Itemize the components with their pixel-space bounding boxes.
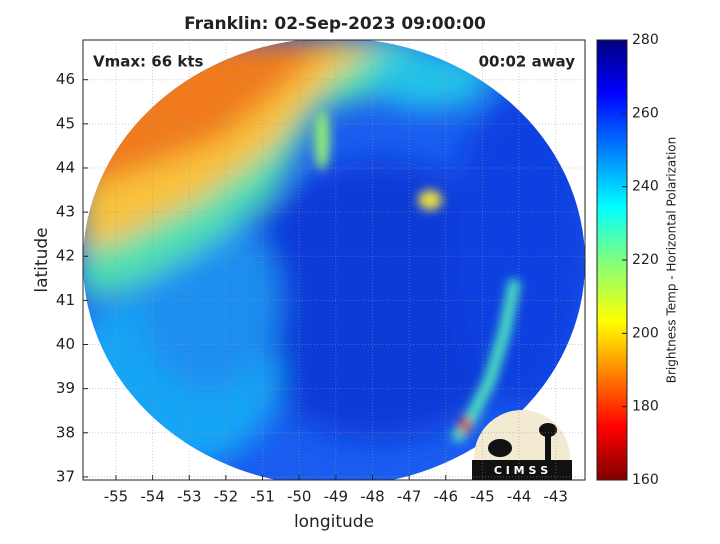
logo-text: C I M S S bbox=[494, 464, 548, 477]
colorbar-tick-label: 180 bbox=[632, 399, 659, 415]
y-tick-label: 43 bbox=[56, 203, 75, 221]
colorbar-label: Brightness Temp - Horizontal Polarizatio… bbox=[665, 137, 679, 384]
x-tick-label: -46 bbox=[434, 488, 459, 506]
colorbar-tick-label: 220 bbox=[632, 252, 659, 268]
annotation-right: 00:02 away bbox=[479, 53, 576, 71]
plot-frame bbox=[82, 39, 586, 481]
cimss-logo: C I M S S bbox=[472, 410, 572, 480]
x-axis-label: longitude bbox=[294, 512, 374, 532]
y-tick-label: 40 bbox=[56, 335, 75, 353]
x-tick-label: -53 bbox=[177, 488, 202, 506]
x-tick-label: -54 bbox=[140, 488, 165, 506]
x-tick-label: -49 bbox=[324, 488, 349, 506]
annotation-left: Vmax: 66 kts bbox=[93, 53, 203, 71]
x-tick-label: -55 bbox=[104, 488, 129, 506]
y-tick-label: 38 bbox=[56, 423, 75, 441]
y-tick-label: 37 bbox=[56, 467, 75, 485]
x-tick-label: -51 bbox=[250, 488, 275, 506]
y-tick-label: 46 bbox=[56, 70, 75, 88]
x-tick-label: -45 bbox=[470, 488, 495, 506]
y-tick-label: 42 bbox=[56, 247, 75, 265]
colorbar-tick-label: 240 bbox=[632, 179, 659, 195]
title: Franklin: 02-Sep-2023 09:00:00 bbox=[184, 14, 486, 34]
colorbar-tick-label: 160 bbox=[632, 472, 659, 488]
x-tick-label: -50 bbox=[287, 488, 312, 506]
x-tick-label: -48 bbox=[360, 488, 385, 506]
imagery bbox=[83, 40, 585, 480]
x-tick-label: -43 bbox=[543, 488, 568, 506]
colorbar-tick-label: 280 bbox=[632, 32, 659, 48]
colorbar-tick-label: 200 bbox=[632, 325, 659, 341]
x-tick-label: -44 bbox=[507, 488, 532, 506]
colorbar-tick-label: 260 bbox=[632, 105, 659, 121]
y-tick-label: 39 bbox=[56, 379, 75, 397]
x-tick-label: -52 bbox=[214, 488, 239, 506]
y-tick-label: 41 bbox=[56, 291, 75, 309]
y-axis-label: latitude bbox=[32, 227, 52, 292]
y-tick-label: 45 bbox=[56, 114, 75, 132]
x-tick-label: -47 bbox=[397, 488, 422, 506]
y-tick-label: 44 bbox=[56, 158, 75, 176]
